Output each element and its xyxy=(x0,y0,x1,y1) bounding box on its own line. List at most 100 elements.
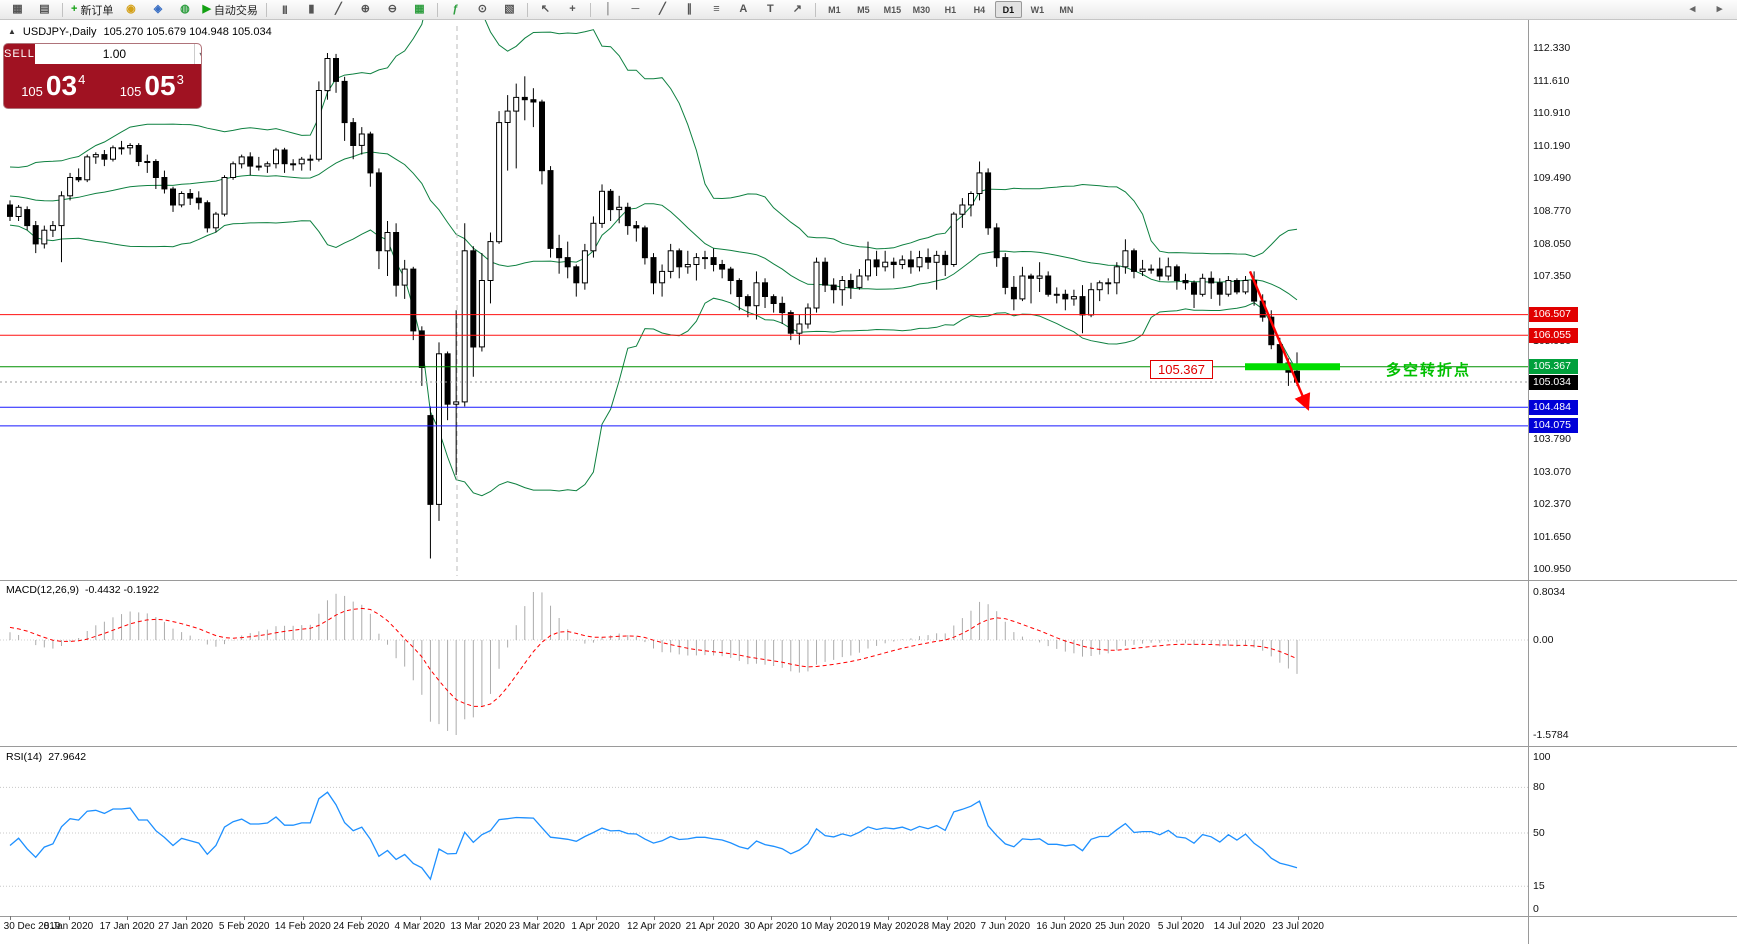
label-icon: T xyxy=(767,3,774,15)
turning-point-note[interactable]: 多空转折点 xyxy=(1386,362,1472,379)
date-axis-label: 14 Jul 2020 xyxy=(1213,921,1266,932)
profiles-icon: ▤ xyxy=(39,3,50,15)
date-axis-label: 19 May 2020 xyxy=(859,921,918,932)
new-order-button[interactable]: + 新订单 xyxy=(67,0,117,19)
timeframe-w1-button[interactable]: W1 xyxy=(1030,4,1045,15)
price-chart-pane[interactable] xyxy=(0,20,1528,580)
vertical-line-icon: │ xyxy=(604,3,612,15)
macd-pane[interactable] xyxy=(0,580,1528,745)
timeframe-m15-button[interactable]: M15 xyxy=(883,4,902,15)
pane-separator[interactable] xyxy=(0,746,1737,747)
text-icon[interactable]: A xyxy=(730,0,757,19)
price-axis-border xyxy=(1528,20,1529,944)
toolbar-separator xyxy=(265,2,267,17)
price-axis-label: 107.350 xyxy=(1533,270,1571,282)
price-axis-label: 103.790 xyxy=(1533,433,1571,445)
toolbar-overflow-left-icon[interactable]: ◂ xyxy=(1679,0,1706,19)
new-order-icon: + xyxy=(71,3,78,15)
sell-button[interactable]: SELL xyxy=(4,48,35,60)
macd-values: -0.4432 -0.1922 xyxy=(84,584,160,596)
rsi-scale-label: 50 xyxy=(1533,827,1545,839)
market-watch-icon[interactable]: ◈ xyxy=(144,0,171,19)
date-axis-label: 25 Jun 2020 xyxy=(1094,921,1151,932)
one-click-collapse-icon[interactable]: ▲ xyxy=(8,27,16,36)
periods-icon[interactable]: ⊙ xyxy=(469,0,496,19)
sell-price[interactable]: 105 03 4 xyxy=(4,64,103,108)
price-axis-badge: 104.075 xyxy=(1529,418,1578,434)
autotrading-button[interactable]: ▶ 自动交易 xyxy=(198,0,261,19)
toolbar-overflow-left-icon: ◂ xyxy=(1689,3,1696,15)
candles xyxy=(7,53,1300,559)
buy-price[interactable]: 105 05 3 xyxy=(103,64,202,108)
zoom-in-icon[interactable]: ⊕ xyxy=(352,0,379,19)
ohlc-bars-icon[interactable]: ||| xyxy=(271,0,298,19)
rsi-pane[interactable] xyxy=(0,747,1528,916)
toolbar-overflow-right-icon: ▸ xyxy=(1716,3,1723,15)
market-watch-icon: ◈ xyxy=(153,3,163,15)
toolbar-separator xyxy=(436,2,438,17)
macd-label: MACD(12,26,9) -0.4432 -0.1922 xyxy=(6,584,159,596)
strategy-tester-icon[interactable]: ◉ xyxy=(117,0,144,19)
channel-icon: ∥ xyxy=(686,3,693,15)
arrows-icon[interactable]: ↗ xyxy=(784,0,811,19)
timeframe-h4-button[interactable]: H4 xyxy=(973,4,986,15)
trendline-icon[interactable]: ╱ xyxy=(649,0,676,19)
fibonacci-icon[interactable]: ≡ xyxy=(703,0,730,19)
line-chart-icon: ╱ xyxy=(335,3,342,15)
data-window-icon: ◍ xyxy=(180,3,190,15)
volume-box: ▾ xyxy=(34,44,201,64)
chart-title: ▲ USDJPY-,Daily 105.270 105.679 104.948 … xyxy=(8,26,272,38)
channel-icon[interactable]: ∥ xyxy=(676,0,703,19)
line-chart-icon[interactable]: ╱ xyxy=(325,0,352,19)
autotrading-button-label: 自动交易 xyxy=(213,4,258,17)
date-axis-label: 28 May 2020 xyxy=(917,921,976,932)
timeframe-m1-button[interactable]: M1 xyxy=(828,4,841,15)
price-callout-label[interactable]: 105.367 xyxy=(1150,360,1213,379)
tile-windows-icon[interactable]: ▦ xyxy=(406,0,433,19)
down-arrow-object[interactable] xyxy=(1248,270,1311,411)
crosshair-icon: + xyxy=(569,3,576,15)
volume-input[interactable] xyxy=(34,44,194,64)
price-axis-label: 110.910 xyxy=(1533,107,1571,119)
timeframe-m5-button[interactable]: M5 xyxy=(857,4,870,15)
rsi-value: 27.9642 xyxy=(48,751,87,763)
price-axis-badge: 105.034 xyxy=(1529,374,1578,390)
timeframe-d1-button[interactable]: D1 xyxy=(994,1,1022,18)
new-chart-icon[interactable]: ▦ xyxy=(4,0,31,19)
templates-icon[interactable]: ▧ xyxy=(496,0,523,19)
cursor-icon[interactable]: ↖ xyxy=(532,0,559,19)
zoom-out-icon[interactable]: ⊖ xyxy=(379,0,406,19)
horizontal-line-icon[interactable]: ─ xyxy=(622,0,649,19)
horizontal-line-icon: ─ xyxy=(631,3,640,15)
new-chart-icon: ▦ xyxy=(12,3,23,15)
indicators-icon[interactable]: ƒ xyxy=(442,0,469,19)
sell-price-point: 4 xyxy=(78,71,86,87)
vertical-line-icon[interactable]: │ xyxy=(595,0,622,19)
trendline-icon: ╱ xyxy=(659,3,666,15)
macd-name: MACD(12,26,9) xyxy=(6,584,79,596)
rsi-scale-label: 80 xyxy=(1533,781,1545,794)
cursor-icon: ↖ xyxy=(540,3,551,15)
label-icon[interactable]: T xyxy=(757,0,784,19)
profiles-icon[interactable]: ▤ xyxy=(31,0,58,19)
date-axis-label: 1 Apr 2020 xyxy=(571,921,620,932)
date-axis-label: 14 Feb 2020 xyxy=(274,921,331,932)
price-axis-label: 101.650 xyxy=(1533,531,1571,543)
date-axis-label: 5 Jul 2020 xyxy=(1157,921,1205,932)
candlestick-chart-icon[interactable]: ▮ xyxy=(298,0,325,19)
data-window-icon[interactable]: ◍ xyxy=(171,0,198,19)
timeframe-mn-button[interactable]: MN xyxy=(1059,4,1074,15)
timeframe-m30-button[interactable]: M30 xyxy=(912,4,931,15)
macd-scale-label: 0.8034 xyxy=(1533,586,1566,598)
pane-separator[interactable] xyxy=(0,580,1737,581)
macd-signal-line xyxy=(9,607,1298,708)
toolbar-overflow-right-icon[interactable]: ▸ xyxy=(1706,0,1733,19)
price-axis-label: 108.770 xyxy=(1533,204,1571,217)
templates-icon: ▧ xyxy=(504,3,515,15)
macd-histogram xyxy=(9,592,1298,735)
timeframe-h1-button[interactable]: H1 xyxy=(944,4,957,15)
volume-dropdown-icon[interactable]: ▾ xyxy=(193,44,201,64)
price-axis-label: 108.050 xyxy=(1533,237,1571,250)
crosshair-icon[interactable]: + xyxy=(559,0,586,19)
date-axis-label: 12 Apr 2020 xyxy=(627,921,681,932)
